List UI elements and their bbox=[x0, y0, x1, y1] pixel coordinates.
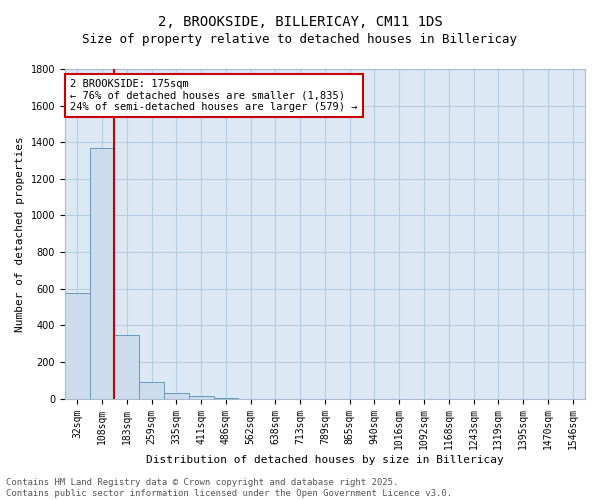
Bar bbox=[115, 334, 139, 398]
Bar bbox=[65, 294, 89, 399]
Text: 2, BROOKSIDE, BILLERICAY, CM11 1DS: 2, BROOKSIDE, BILLERICAY, CM11 1DS bbox=[158, 15, 442, 29]
Text: Size of property relative to detached houses in Billericay: Size of property relative to detached ho… bbox=[83, 32, 517, 46]
Text: Contains HM Land Registry data © Crown copyright and database right 2025.
Contai: Contains HM Land Registry data © Crown c… bbox=[6, 478, 452, 498]
Bar bbox=[164, 393, 189, 398]
Text: 2 BROOKSIDE: 175sqm
← 76% of detached houses are smaller (1,835)
24% of semi-det: 2 BROOKSIDE: 175sqm ← 76% of detached ho… bbox=[70, 79, 358, 112]
Y-axis label: Number of detached properties: Number of detached properties bbox=[15, 136, 25, 332]
Bar bbox=[89, 148, 115, 398]
X-axis label: Distribution of detached houses by size in Billericay: Distribution of detached houses by size … bbox=[146, 455, 504, 465]
Bar bbox=[189, 396, 214, 398]
Bar bbox=[139, 382, 164, 398]
